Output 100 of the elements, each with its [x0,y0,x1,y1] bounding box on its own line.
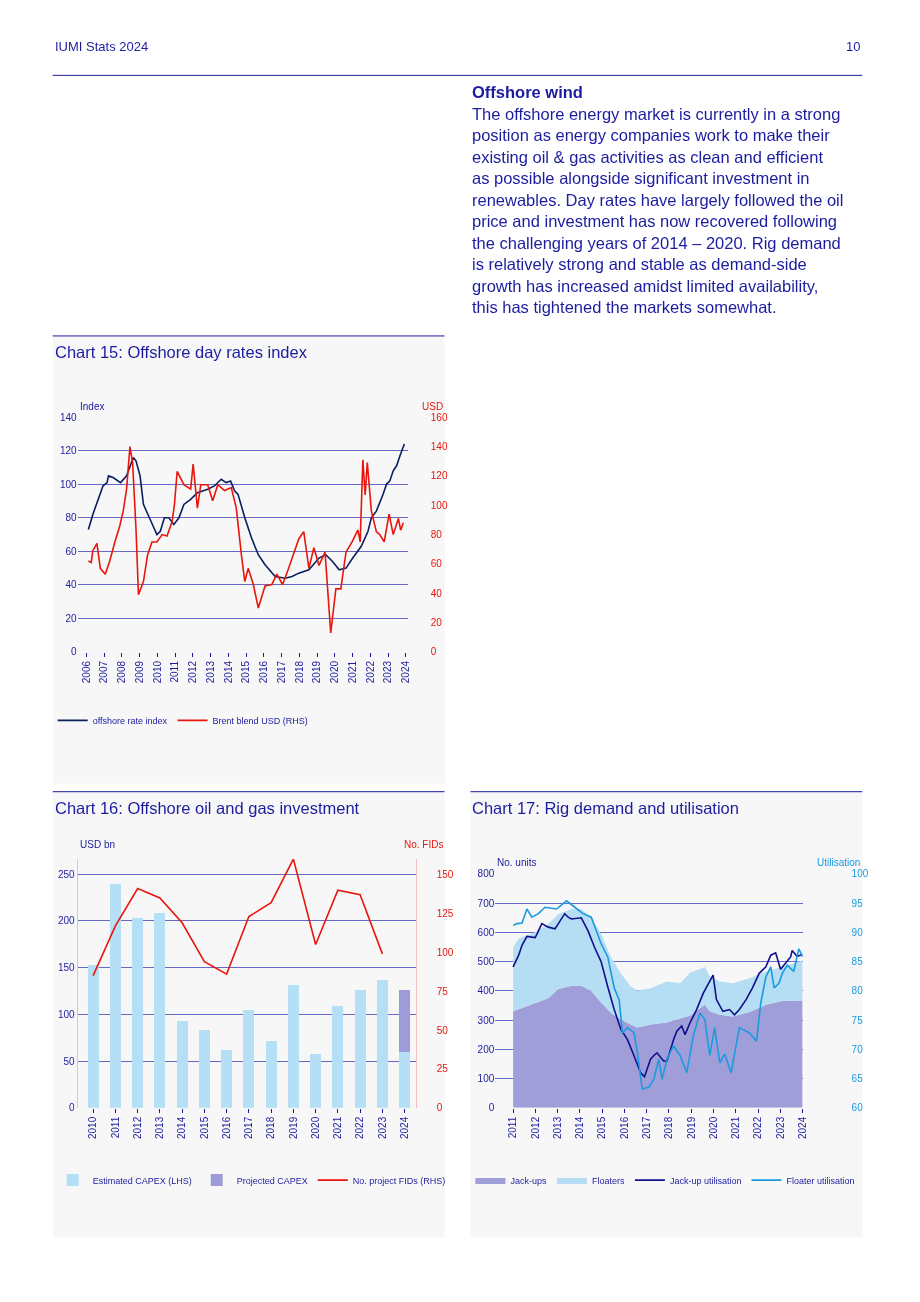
legend-label: Estimated CAPEX (LHS) [92,1175,192,1186]
y2-tick-label: 65 [851,1073,864,1085]
line-series [87,445,405,634]
y-tick-label: 80 [65,512,78,524]
x-tick-label: 2022 [364,660,376,684]
y2-tick-label: 20 [430,617,443,629]
bar [332,1005,344,1108]
x-tick-label: 2020 [329,660,341,684]
y2-tick-label: 75 [436,985,449,997]
x-tick-label: 2018 [293,660,305,684]
y2-axis-title: No. FIDs [404,839,444,850]
x-tick-label: 2021 [730,1116,742,1139]
y-tick-label: 60 [65,545,78,557]
x-tick-label: 2013 [204,660,216,684]
bar [176,1020,188,1108]
text: Offshore wind [472,83,583,101]
y-tick-label: 120 [59,445,78,457]
bar [376,979,388,1108]
y-tick-label: 20 [65,612,78,624]
x-tick-label: 2024 [400,660,412,684]
x-tick-label: 2017 [640,1116,652,1139]
line-series [87,443,406,579]
y2-tick-label: 100 [851,868,869,880]
bar [399,989,411,1052]
y-tick-label: 800 [477,868,495,880]
y2-tick-label: 140 [430,441,448,453]
x-tick-label: 2023 [376,1116,388,1139]
y-tick-label: 0 [488,1102,495,1114]
y-tick-label: 300 [477,1014,495,1026]
x-tick-label: 2013 [551,1116,563,1139]
bar [198,1030,210,1108]
y2-tick-label: 60 [430,558,443,570]
legend-label: Floater utilisation [786,1175,855,1186]
y2-axis-title: Utilisation [817,857,861,868]
y-tick-label: 0 [71,646,78,658]
x-tick-label: 2011 [109,1116,121,1139]
x-tick-label: 2022 [354,1116,366,1139]
y2-tick-label: 75 [851,1014,864,1026]
y-tick-label: 100 [57,1008,76,1020]
x-tick-label: 2015 [240,660,252,684]
bar [109,884,121,1108]
x-tick-label: 2011 [169,660,181,683]
y-tick-label: 150 [57,962,76,974]
legend-label: No. project FIDs (RHS) [352,1175,446,1186]
bar [154,913,166,1108]
y2-tick-label: 90 [851,926,864,938]
x-tick-label: 2022 [752,1116,764,1139]
y2-tick-label: 85 [851,956,864,968]
x-tick-label: 2021 [332,1116,344,1139]
legend-label: Projected CAPEX [236,1175,308,1186]
legend-label: Brent blend USD (RHS) [212,715,308,726]
bar [354,989,366,1108]
x-tick-label: 2020 [707,1116,719,1139]
chart-title: Chart 17: Rig demand and utilisation [472,799,739,817]
chart-title: Chart 16: Offshore oil and gas investment [55,799,360,817]
legend-label: offshore rate index [92,715,168,726]
bar [132,917,144,1108]
bar [221,1049,233,1108]
x-tick-label: 2006 [80,660,92,684]
text: The offshore energy market is currently in a strong position as energy companies work to make their existing oil & gas activities as clean and efficient as possible alongside significant investment in renewables. Day rates have largely followed the oil price and investment has now recovered following the challenging years of 2014 – 2020. Rig demand is relatively strong and stable as demand-side growth has increased amidst limited availability, this has tightened the markets somewhat. [472,105,844,317]
y2-tick-label: 0 [430,646,437,658]
x-tick-label: 2012 [131,1116,143,1139]
y-tick-label: 500 [477,956,495,968]
y-tick-label: 700 [477,897,495,909]
y2-tick-label: 160 [430,411,448,423]
x-tick-label: 2007 [98,660,110,684]
y2-tick-label: 0 [436,1102,443,1114]
x-tick-label: 2011 [507,1116,519,1139]
x-tick-label: 2017 [275,660,287,684]
x-tick-label: 2018 [265,1116,277,1139]
legend-label: Floaters [591,1175,625,1186]
bar [310,1053,322,1108]
x-tick-label: 2015 [596,1116,608,1139]
y2-tick-label: 100 [430,499,448,511]
x-tick-label: 2014 [574,1116,586,1139]
y-tick-label: 200 [477,1043,495,1055]
x-tick-label: 2017 [243,1116,255,1139]
y2-tick-label: 50 [436,1024,449,1036]
y-tick-label: 250 [57,868,76,880]
x-tick-label: 2014 [176,1116,188,1139]
x-tick-label: 2024 [796,1116,808,1139]
x-tick-label: 2012 [187,660,199,684]
bar [399,1051,411,1108]
x-tick-label: 2012 [529,1116,541,1139]
y2-tick-label: 70 [851,1043,864,1055]
y2-tick-label: 100 [436,946,454,958]
y2-tick-label: 120 [430,470,448,482]
y2-tick-label: 40 [430,587,443,599]
bar [287,985,299,1108]
x-tick-label: 2009 [133,660,145,684]
y-tick-label: 200 [57,915,76,927]
x-tick-label: 2014 [222,660,234,684]
x-tick-label: 2019 [311,660,323,684]
y-tick-label: 100 [59,478,78,490]
x-tick-label: 2020 [309,1116,321,1139]
y-tick-label: 40 [65,579,78,591]
y-tick-label: 140 [59,411,78,423]
y-tick-label: 0 [69,1102,76,1114]
legend-label: Jack-ups [510,1175,547,1186]
bar [243,1009,255,1108]
